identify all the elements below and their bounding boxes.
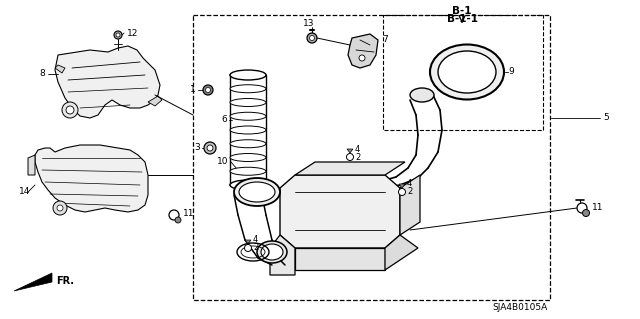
Text: 10: 10 <box>216 158 228 167</box>
Ellipse shape <box>230 70 266 80</box>
Circle shape <box>62 102 78 118</box>
Circle shape <box>53 201 67 215</box>
Bar <box>383 15 543 130</box>
Polygon shape <box>295 248 385 270</box>
Circle shape <box>310 35 314 41</box>
Circle shape <box>169 210 179 220</box>
Text: 4: 4 <box>407 180 412 189</box>
Text: 14: 14 <box>19 188 30 197</box>
Circle shape <box>346 153 353 160</box>
Polygon shape <box>35 145 148 212</box>
Bar <box>193 15 550 300</box>
Circle shape <box>204 142 216 154</box>
Polygon shape <box>400 175 420 235</box>
Text: 2: 2 <box>355 152 360 161</box>
Ellipse shape <box>430 44 504 100</box>
Polygon shape <box>270 235 295 275</box>
Polygon shape <box>347 149 353 153</box>
Circle shape <box>57 205 63 211</box>
Circle shape <box>307 33 317 43</box>
Ellipse shape <box>230 181 266 189</box>
Ellipse shape <box>230 112 266 120</box>
Ellipse shape <box>239 182 275 202</box>
Circle shape <box>175 217 181 223</box>
Ellipse shape <box>230 99 266 107</box>
Text: 11: 11 <box>592 204 604 212</box>
Text: 13: 13 <box>303 19 315 28</box>
Text: 8: 8 <box>39 70 45 78</box>
Ellipse shape <box>438 51 496 93</box>
Text: 2: 2 <box>407 188 412 197</box>
Circle shape <box>205 87 211 93</box>
Polygon shape <box>55 46 160 118</box>
Polygon shape <box>348 34 378 68</box>
Text: 7: 7 <box>382 35 388 44</box>
Circle shape <box>244 244 252 251</box>
Text: 9: 9 <box>508 68 514 77</box>
Polygon shape <box>280 175 400 248</box>
Polygon shape <box>55 65 65 73</box>
Text: 3: 3 <box>195 144 200 152</box>
Text: SJA4B0105A: SJA4B0105A <box>493 302 548 311</box>
Circle shape <box>577 203 587 213</box>
Circle shape <box>116 33 120 37</box>
Circle shape <box>582 210 589 217</box>
Ellipse shape <box>234 178 280 206</box>
Circle shape <box>203 85 213 95</box>
Ellipse shape <box>230 167 266 175</box>
Ellipse shape <box>410 88 434 102</box>
Ellipse shape <box>230 140 266 148</box>
Text: 11: 11 <box>183 209 195 218</box>
Polygon shape <box>14 273 52 291</box>
Text: 6: 6 <box>221 115 227 124</box>
Polygon shape <box>28 155 35 175</box>
Polygon shape <box>385 235 418 270</box>
Circle shape <box>114 31 122 39</box>
Ellipse shape <box>230 126 266 134</box>
Circle shape <box>359 55 365 61</box>
Text: 4: 4 <box>355 145 360 153</box>
Text: 1: 1 <box>190 85 196 94</box>
Text: 4: 4 <box>253 235 259 244</box>
Ellipse shape <box>230 85 266 93</box>
Text: B-1-1: B-1-1 <box>447 14 477 24</box>
Circle shape <box>66 106 74 114</box>
Polygon shape <box>245 240 251 244</box>
Ellipse shape <box>230 71 266 79</box>
Text: 2: 2 <box>253 243 259 253</box>
Ellipse shape <box>257 241 287 263</box>
Text: FR.: FR. <box>56 276 74 286</box>
Ellipse shape <box>261 244 283 260</box>
Polygon shape <box>295 162 405 175</box>
Circle shape <box>207 145 213 151</box>
Ellipse shape <box>230 153 266 161</box>
Ellipse shape <box>230 180 266 190</box>
Text: B-1: B-1 <box>452 6 472 16</box>
Polygon shape <box>148 96 162 106</box>
Text: 12: 12 <box>127 28 138 38</box>
Circle shape <box>399 189 406 196</box>
Polygon shape <box>399 184 405 188</box>
Text: 5: 5 <box>603 114 609 122</box>
